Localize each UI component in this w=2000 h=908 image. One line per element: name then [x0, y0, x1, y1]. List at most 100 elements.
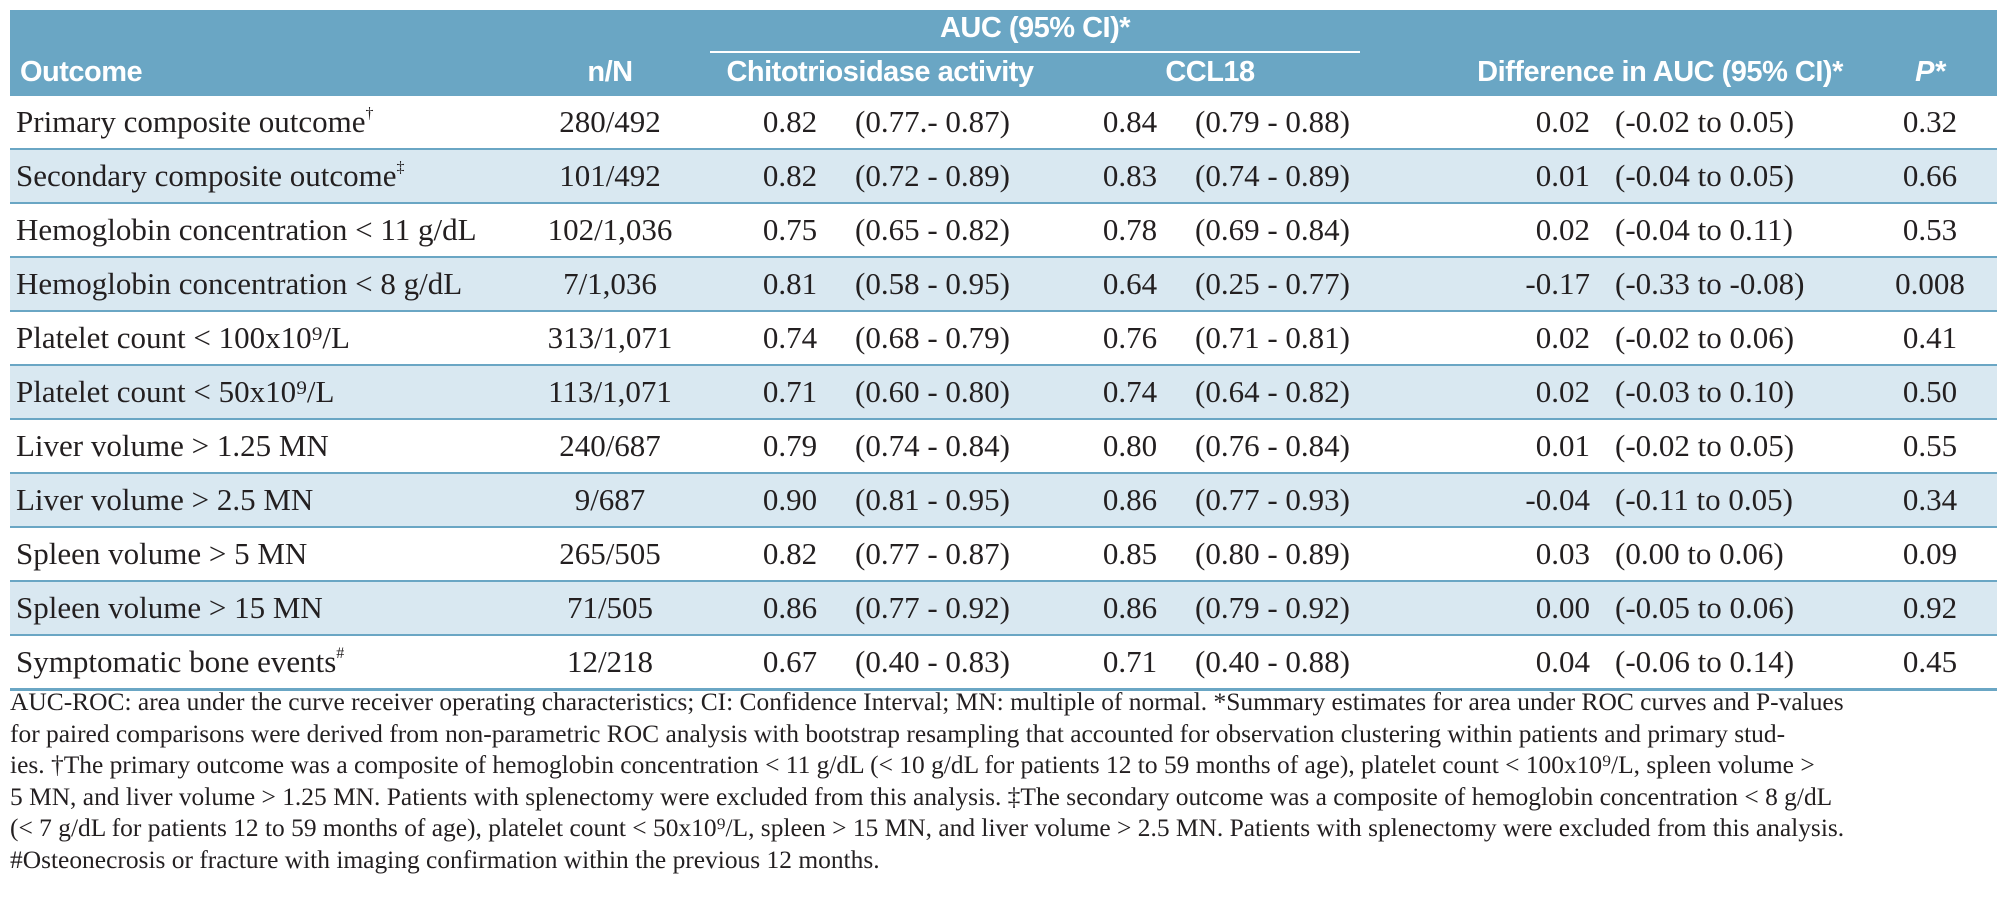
difference-ci-cell: (-0.04 to 0.05) — [1615, 158, 1795, 193]
chitotriosidase-ci-cell: (0.72 - 0.89) — [855, 158, 1010, 193]
table-row: Hemoglobin concentration < 11 g/dL 102/1,… — [10, 204, 1997, 258]
footnote-line: AUC-ROC: area under the curve receiver o… — [10, 687, 1844, 716]
ccl18-header: CCL18 — [1165, 56, 1255, 88]
ccl18-ci-cell: (0.74 - 0.89) — [1195, 158, 1350, 193]
table-row: Secondary composite outcome‡ 101/492 0.82 (… — [10, 150, 1997, 204]
difference-header: Difference in AUC (95% CI)* — [1477, 56, 1843, 88]
footnote-mark: † — [365, 105, 374, 122]
difference-ci-cell: (-0.02 to 0.05) — [1615, 428, 1795, 463]
auc-table: AUC (95% CI)* Outcome n/N Chitotriosidas… — [10, 10, 1997, 691]
ccl18-auc-cell: 0.84 — [1102, 104, 1158, 139]
difference-cell: 0.01 — [1535, 428, 1590, 463]
footnote-line: for paired comparisons were derived from… — [10, 718, 1786, 748]
ccl18-ci-cell: (0.79 - 0.88) — [1195, 104, 1350, 139]
outcome-cell: Liver volume > 1.25 MN — [16, 428, 329, 463]
chitotriosidase-auc-cell: 0.86 — [762, 590, 818, 625]
p-value-cell: 0.32 — [1902, 104, 1958, 139]
ccl18-ci-cell: (0.76 - 0.84) — [1195, 428, 1350, 463]
ccl18-ci-cell: (0.64 - 0.82) — [1195, 374, 1350, 409]
chitotriosidase-auc-cell: 0.75 — [762, 212, 818, 247]
table-row: Platelet count < 50x10⁹/L 113/1,071 0.71 (0… — [10, 366, 1997, 420]
chitotriosidase-auc-cell: 0.79 — [762, 428, 818, 463]
chitotriosidase-auc-cell: 0.82 — [762, 158, 818, 193]
difference-cell: 0.02 — [1535, 212, 1590, 247]
difference-ci-cell: (-0.05 to 0.06) — [1615, 590, 1795, 625]
chitotriosidase-ci-cell: (0.81 - 0.95) — [855, 482, 1010, 517]
difference-cell: -0.04 — [1525, 482, 1590, 517]
n-cell: 102/1,036 — [547, 212, 673, 247]
footnote-line: 5 MN, and liver volume > 1.25 MN. Patien… — [10, 781, 1833, 811]
chitotriosidase-ci-cell: (0.77 - 0.87) — [855, 536, 1010, 571]
ccl18-ci-cell: (0.80 - 0.89) — [1195, 536, 1350, 571]
n-cell: 9/687 — [574, 482, 646, 517]
chitotriosidase-ci-cell: (0.77.- 0.87) — [855, 104, 1010, 139]
n-cell: 280/492 — [559, 104, 661, 139]
chitotriosidase-ci-cell: (0.58 - 0.95) — [855, 266, 1010, 301]
ccl18-ci-cell: (0.77 - 0.93) — [1195, 482, 1350, 517]
p-value-cell: 0.53 — [1902, 212, 1958, 247]
footnote-line: ies. †The primary outcome was a composit… — [10, 750, 1815, 779]
table-row: Hemoglobin concentration < 8 g/dL 7/1,036… — [10, 258, 1997, 312]
outcome-cell: Symptomatic bone events# — [16, 644, 345, 679]
outcome-cell: Hemoglobin concentration < 8 g/dL — [16, 266, 463, 301]
n-cell: 71/505 — [566, 590, 654, 625]
difference-cell: 0.04 — [1535, 644, 1590, 679]
outcome-cell: Spleen volume > 5 MN — [16, 536, 308, 571]
ccl18-auc-cell: 0.85 — [1102, 536, 1158, 571]
difference-ci-cell: (-0.06 to 0.14) — [1615, 644, 1795, 679]
difference-ci-cell: (-0.04 to 0.11) — [1615, 212, 1793, 247]
auc-group-rule — [710, 51, 1360, 53]
difference-cell: 0.01 — [1535, 158, 1590, 193]
chitotriosidase-ci-cell: (0.74 - 0.84) — [855, 428, 1010, 463]
footnote-mark: # — [336, 645, 345, 662]
table-row: Symptomatic bone events# 12/218 0.67 (0.40 … — [10, 636, 1997, 691]
footnote-line: (< 7 g/dL for patients 12 to 59 months o… — [10, 813, 1845, 842]
ccl18-auc-cell: 0.74 — [1102, 374, 1158, 409]
chitotriosidase-auc-cell: 0.82 — [762, 104, 818, 139]
ccl18-ci-cell: (0.71 - 0.81) — [1195, 320, 1350, 355]
n-cell: 313/1,071 — [547, 320, 673, 355]
ccl18-auc-cell: 0.64 — [1102, 266, 1158, 301]
chitotriosidase-ci-cell: (0.65 - 0.82) — [855, 212, 1010, 247]
footnote-mark: ‡ — [396, 159, 405, 176]
difference-ci-cell: (-0.11 to 0.05) — [1615, 482, 1793, 517]
chitotriosidase-auc-cell: 0.74 — [762, 320, 818, 355]
difference-ci-cell: (0.00 to 0.06) — [1615, 536, 1784, 571]
auc-group-header: AUC (95% CI)* — [939, 12, 1131, 44]
ccl18-ci-cell: (0.69 - 0.84) — [1195, 212, 1350, 247]
p-value-header: P* — [1915, 56, 1945, 88]
difference-ci-cell: (-0.03 to 0.10) — [1615, 374, 1795, 409]
difference-cell: 0.02 — [1535, 320, 1590, 355]
ccl18-auc-cell: 0.83 — [1102, 158, 1158, 193]
difference-cell: 0.00 — [1535, 590, 1590, 625]
difference-ci-cell: (-0.02 to 0.06) — [1615, 320, 1795, 355]
p-value-cell: 0.50 — [1902, 374, 1958, 409]
ccl18-auc-cell: 0.80 — [1102, 428, 1158, 463]
chitotriosidase-auc-cell: 0.90 — [762, 482, 818, 517]
p-value-cell: 0.55 — [1902, 428, 1958, 463]
ccl18-auc-cell: 0.78 — [1102, 212, 1158, 247]
ccl18-auc-cell: 0.86 — [1102, 482, 1158, 517]
difference-cell: 0.02 — [1535, 104, 1590, 139]
ccl18-ci-cell: (0.25 - 0.77) — [1195, 266, 1350, 301]
outcome-header: Outcome — [20, 56, 143, 88]
table-row: Primary composite outcome† 280/492 0.82 (0.… — [10, 96, 1997, 150]
outcome-cell: Spleen volume > 15 MN — [16, 590, 323, 625]
chitotriosidase-ci-cell: (0.68 - 0.79) — [855, 320, 1010, 355]
chitotriosidase-ci-cell: (0.60 - 0.80) — [855, 374, 1010, 409]
difference-cell: 0.02 — [1535, 374, 1590, 409]
p-value-cell: 0.66 — [1902, 158, 1958, 193]
table-row: Liver volume > 1.25 MN 240/687 0.79 (0.74 -… — [10, 420, 1997, 474]
outcome-cell: Hemoglobin concentration < 11 g/dL — [16, 212, 477, 247]
difference-cell: 0.03 — [1535, 536, 1590, 571]
chitotriosidase-auc-cell: 0.67 — [762, 644, 818, 679]
outcome-cell: Platelet count < 50x10⁹/L — [16, 374, 335, 409]
p-value-cell: 0.008 — [1895, 266, 1965, 301]
chitotriosidase-header: Chitotriosidase activity — [726, 56, 1034, 88]
outcome-cell: Liver volume > 2.5 MN — [16, 482, 314, 517]
table-footnotes: AUC-ROC: area under the curve receiver o… — [10, 686, 1995, 875]
chitotriosidase-ci-cell: (0.77 - 0.92) — [855, 590, 1010, 625]
chitotriosidase-auc-cell: 0.82 — [762, 536, 818, 571]
outcome-cell: Primary composite outcome† — [16, 104, 374, 139]
chitotriosidase-auc-cell: 0.71 — [762, 374, 818, 409]
